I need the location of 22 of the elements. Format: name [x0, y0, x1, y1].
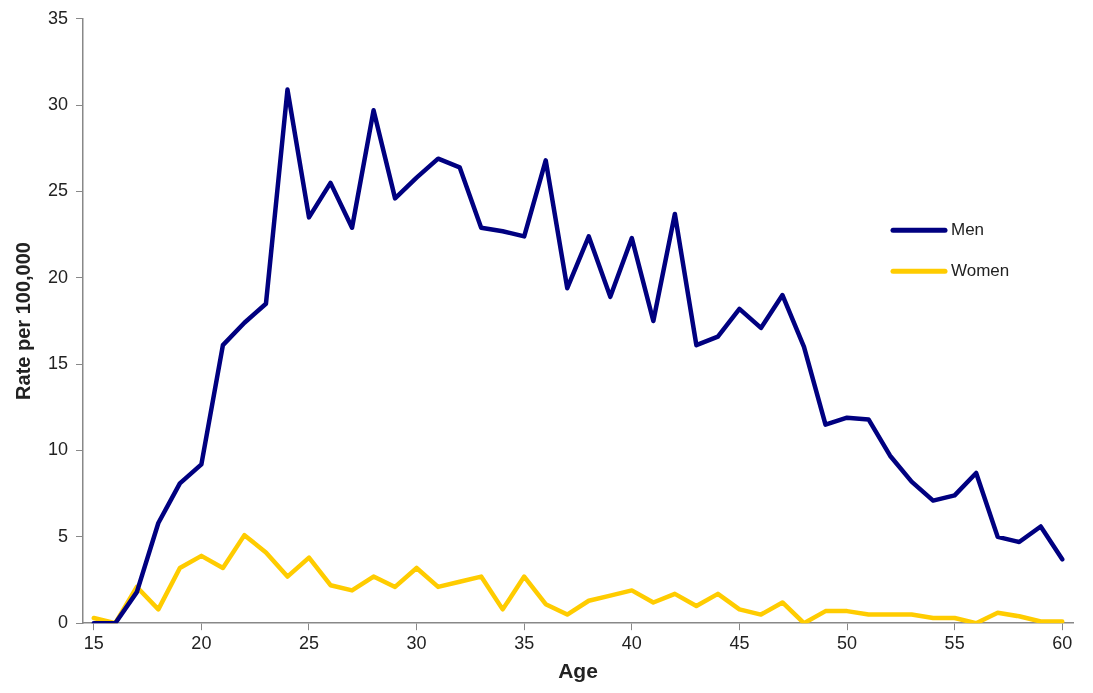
x-tick-label: 40 [621, 632, 642, 653]
x-tick-label: 50 [837, 632, 858, 653]
x-tick-label: 20 [191, 632, 212, 653]
y-tick-label: 35 [47, 7, 69, 28]
y-tick-label: 25 [47, 180, 69, 201]
legend-label: Men [951, 220, 985, 240]
y-tick-label: 0 [58, 612, 69, 633]
x-axis-title: Age [558, 659, 598, 683]
x-tick-label: 45 [729, 632, 750, 653]
x-tick-label: 55 [944, 632, 965, 653]
x-tick-label: 60 [1052, 632, 1073, 653]
x-tick-label: 35 [514, 632, 535, 653]
y-tick-label: 10 [47, 439, 69, 460]
y-axis-title: Rate per 100,000 [11, 242, 34, 400]
y-tick-label: 30 [47, 94, 69, 115]
y-tick-label: 20 [47, 266, 69, 287]
x-tick-label: 15 [83, 632, 104, 653]
legend-label: Women [951, 261, 1010, 281]
x-tick-label: 30 [406, 632, 427, 653]
x-tick-label: 25 [298, 632, 320, 653]
y-tick-label: 5 [58, 525, 69, 546]
y-tick-label: 15 [47, 353, 69, 374]
